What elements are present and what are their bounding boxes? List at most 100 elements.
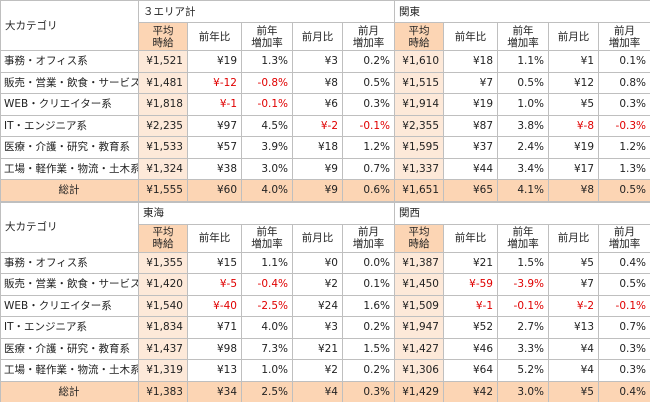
cell: ¥12	[548, 71, 600, 94]
cell: ¥-2	[292, 114, 343, 137]
data-row: 販売・営業・飲食・サービス系 ¥1,420 ¥-5 -0.4% ¥2 0.1% ¥1,450…	[0, 273, 650, 296]
cell: ¥19	[548, 136, 600, 159]
cell: ¥71	[187, 316, 242, 339]
cell: 1.1%	[497, 50, 550, 73]
cell: ¥-59	[443, 273, 498, 296]
cell: ¥-5	[187, 273, 242, 296]
cell: 5.2%	[497, 359, 549, 382]
cell: 0.3%	[598, 359, 650, 382]
data-table: 大カテゴリ 東海 関西 平均 時給 前年比 前年 増加率 前月比 前月 増加率 平均 時給 前年比…	[0, 201, 650, 402]
data-table: 大カテゴリ ３エリア計 関東 平均 時給 前年比 前年 増加率 前月比 前月 増加率 平均 時給…	[0, 0, 650, 202]
cell: ¥1,555	[138, 179, 188, 202]
cell: 1.0%	[497, 93, 550, 116]
cell: ¥13	[548, 316, 599, 339]
cell: ¥1,834	[138, 316, 188, 339]
cell: -0.3%	[598, 114, 650, 137]
cell: ¥2,355	[394, 114, 445, 137]
cell: ¥42	[443, 380, 498, 402]
row-label: 事務・オフィス系	[0, 50, 139, 73]
cell: ¥5	[548, 93, 600, 116]
column-header: 前月 増加率	[598, 223, 650, 253]
cell: ¥1,540	[138, 294, 188, 317]
cell: ¥-1	[443, 294, 498, 317]
cell: ¥87	[443, 114, 499, 137]
column-header-row: 平均 時給 前年比 前年 増加率 前月比 前月 増加率 平均 時給 前年比 前年 増加率 前月比…	[1, 223, 650, 253]
cell: ¥1,437	[138, 337, 188, 360]
cell: ¥4	[292, 380, 343, 402]
column-header: 前月比	[548, 22, 600, 51]
cell: ¥1,515	[394, 71, 445, 94]
cell: ¥1,319	[138, 359, 188, 382]
cell: ¥37	[443, 136, 499, 159]
row-label: 医療・介護・研究・教育系	[0, 136, 139, 159]
cell: ¥-40	[187, 294, 242, 317]
cell: ¥1,595	[394, 136, 445, 159]
cell: ¥7	[443, 71, 499, 94]
row-label: WEB・クリエイター系	[0, 93, 139, 116]
cell: ¥18	[443, 50, 499, 73]
column-header: 前年 増加率	[497, 223, 549, 253]
cell: 0.2%	[342, 316, 395, 339]
total-row: 総計 ¥1,383 ¥34 2.5% ¥4 0.3% ¥1,429 ¥42 3.0% ¥5 0.4%	[0, 380, 650, 402]
cell: 0.3%	[341, 93, 396, 116]
cell: ¥5	[548, 251, 599, 274]
column-header: 前年 増加率	[241, 223, 293, 253]
row-label: 事務・オフィス系	[0, 251, 139, 274]
cell: ¥46	[443, 337, 498, 360]
cell: 0.0%	[342, 251, 395, 274]
cell: ¥38	[187, 157, 242, 180]
cell: 0.5%	[598, 179, 650, 202]
cell: -0.8%	[241, 71, 293, 94]
row-label: IT・エンジニア系	[0, 316, 139, 339]
column-header: 平均 時給	[394, 22, 445, 51]
column-header: 前年比	[443, 22, 499, 51]
category-header: 大カテゴリ	[0, 201, 139, 253]
cell: 4.5%	[241, 114, 293, 137]
cell: 1.1%	[241, 251, 293, 274]
cell: ¥0	[292, 251, 343, 274]
cell: -3.9%	[497, 273, 549, 296]
cell: 0.5%	[497, 71, 550, 94]
cell: ¥60	[187, 179, 242, 202]
data-row: 事務・オフィス系 ¥1,521 ¥19 1.3% ¥3 0.2% ¥1,610 ¥18 1.1%…	[0, 50, 650, 73]
cell: 4.0%	[241, 316, 293, 339]
column-header-row: 平均 時給 前年比 前年 増加率 前月比 前月 増加率 平均 時給 前年比 前年 増加率 前月比…	[1, 22, 650, 51]
cell: ¥5	[548, 380, 599, 402]
cell: ¥97	[187, 114, 242, 137]
cell: ¥1,610	[394, 50, 445, 73]
cell: 1.5%	[497, 251, 549, 274]
column-header: 前月比	[292, 22, 343, 51]
column-header: 前年比	[187, 22, 242, 51]
cell: ¥1,947	[394, 316, 444, 339]
cell: 7.3%	[241, 337, 293, 360]
data-row: WEB・クリエイター系 ¥1,540 ¥-40 -2.5% ¥24 1.6% ¥1,509 ¥…	[0, 294, 650, 317]
cell: 2.5%	[241, 380, 293, 402]
cell: 0.7%	[341, 157, 396, 180]
cell: 0.2%	[341, 50, 396, 73]
data-row: WEB・クリエイター系 ¥1,818 ¥-1 -0.1% ¥6 0.3% ¥1,914 ¥19…	[0, 93, 650, 116]
cell: ¥21	[292, 337, 343, 360]
cell: 2.4%	[497, 136, 550, 159]
cell: ¥-8	[548, 114, 600, 137]
cell: ¥19	[443, 93, 499, 116]
cell: 1.2%	[341, 136, 396, 159]
cell: ¥1,355	[138, 251, 188, 274]
column-header: 前年 増加率	[497, 22, 550, 51]
cell: -0.4%	[241, 273, 293, 296]
cell: 3.9%	[241, 136, 293, 159]
cell: 0.3%	[598, 337, 650, 360]
cell: ¥64	[443, 359, 498, 382]
row-label: IT・エンジニア系	[0, 114, 139, 137]
cell: ¥1,429	[394, 380, 444, 402]
cell: 1.3%	[241, 50, 293, 73]
cell: 3.0%	[241, 157, 293, 180]
cell: ¥1,427	[394, 337, 444, 360]
cell: ¥2,235	[138, 114, 188, 137]
cell: -0.1%	[241, 93, 293, 116]
cell: 3.0%	[497, 380, 549, 402]
cell: ¥34	[187, 380, 242, 402]
cell: ¥-12	[187, 71, 242, 94]
row-label: WEB・クリエイター系	[0, 294, 139, 317]
data-row: 工場・軽作業・物流・土木系 ¥1,319 ¥13 1.0% ¥2 0.2% ¥1,306 ¥6…	[0, 359, 650, 382]
cell: ¥7	[548, 273, 599, 296]
